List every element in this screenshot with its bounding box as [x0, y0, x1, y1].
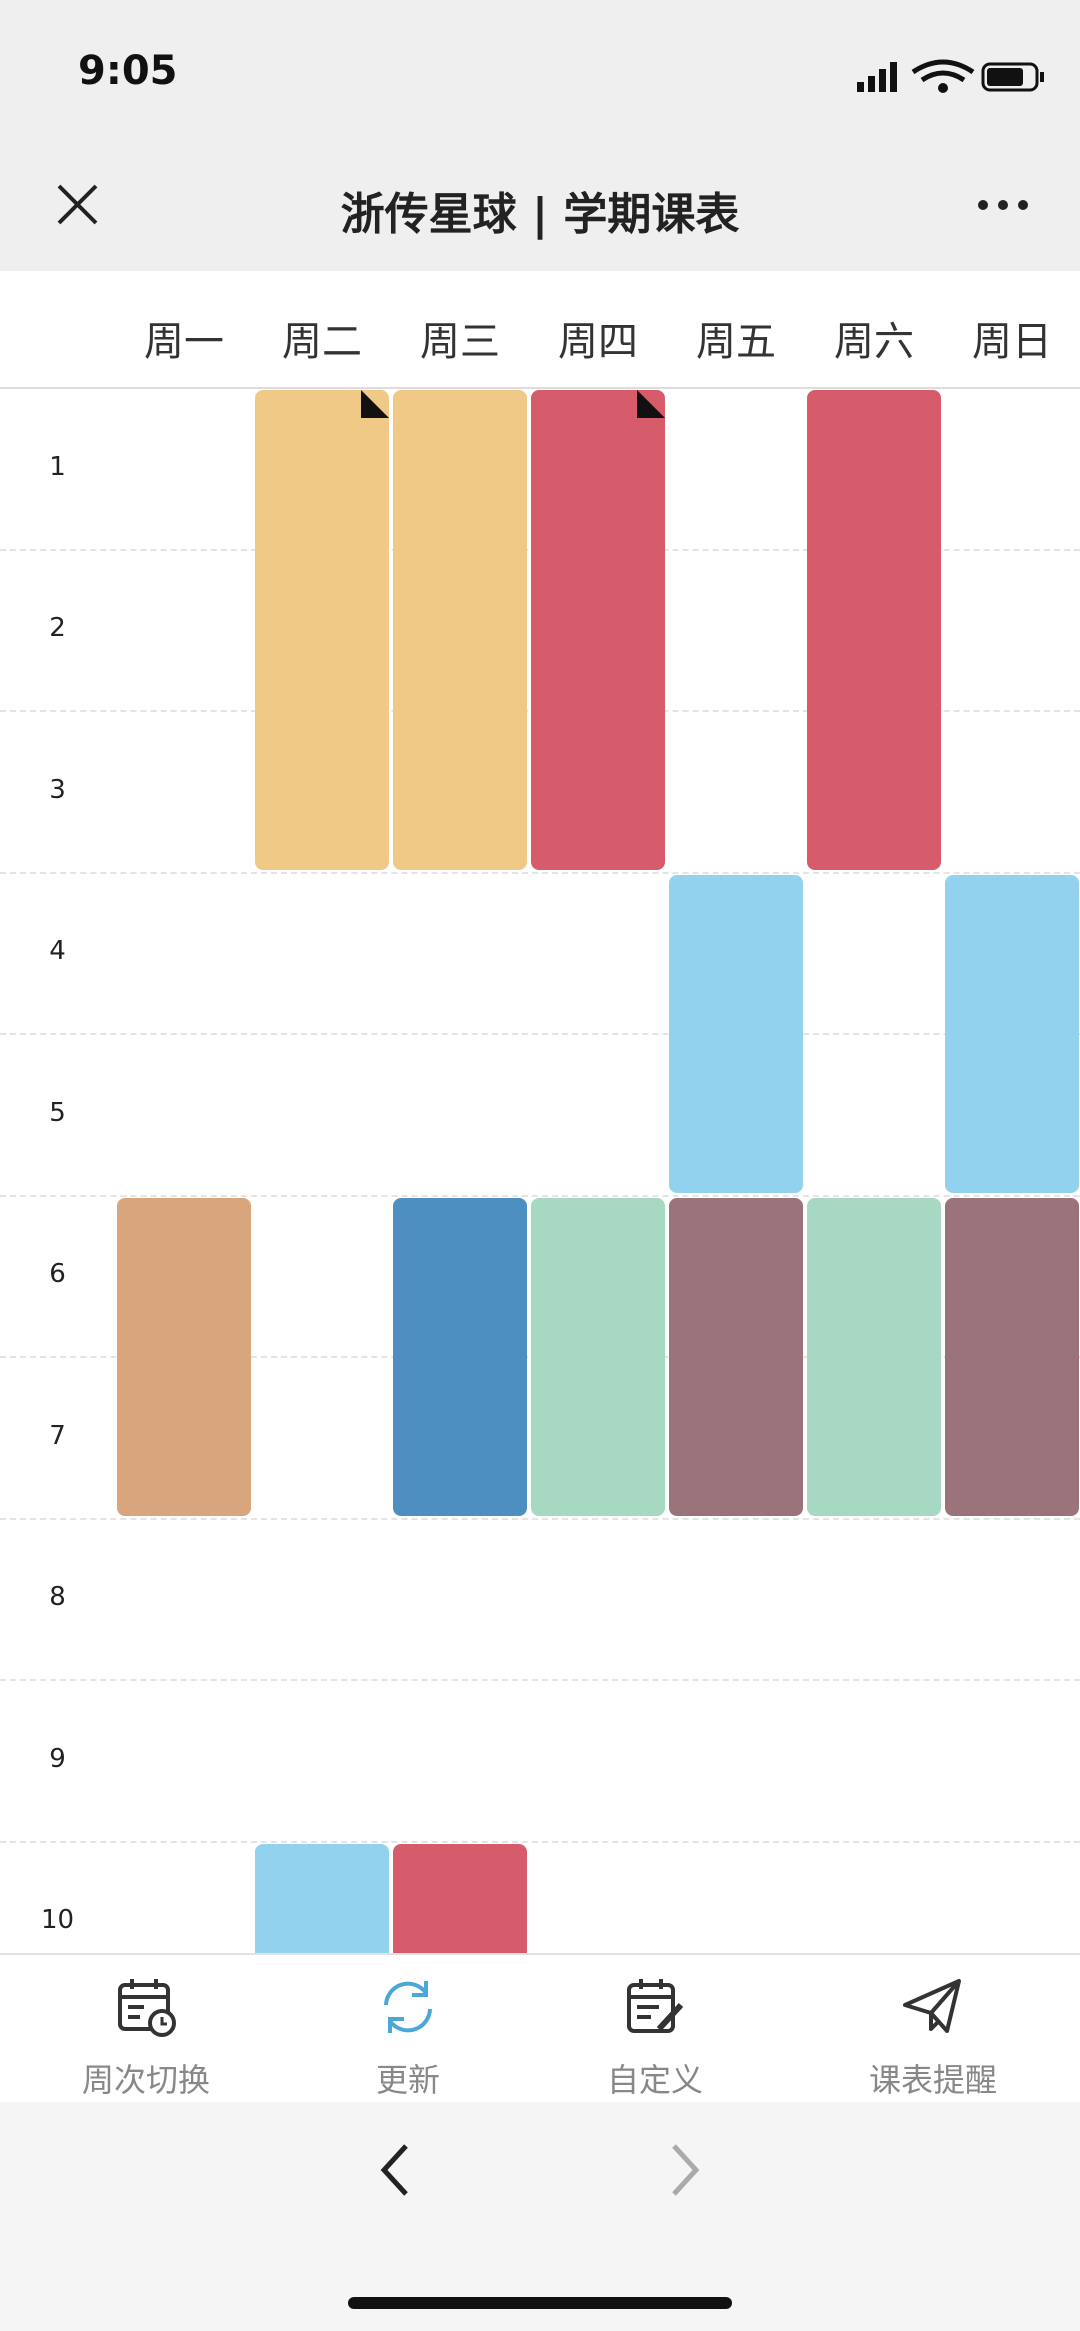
toolbar-icon[interactable]	[376, 1975, 440, 2039]
day-label: 周二	[282, 319, 362, 365]
period-label: 2	[49, 613, 66, 644]
header-line	[0, 387, 1080, 389]
row-line	[0, 871, 1080, 874]
day-label: 周日	[972, 319, 1052, 365]
period-label: 10	[40, 1905, 75, 1936]
period-label: 4	[49, 936, 66, 967]
course-block[interactable]	[255, 390, 389, 870]
period-label: 3	[49, 774, 66, 805]
course-block[interactable]	[255, 1843, 389, 1953]
more-button[interactable]	[975, 195, 1035, 215]
row-line	[0, 1194, 1080, 1197]
course-block[interactable]	[117, 1197, 251, 1516]
period-label: 1	[49, 451, 66, 482]
status-icons	[857, 59, 1044, 93]
toolbar-icon[interactable]	[114, 1975, 178, 2039]
status-time: 9:05	[78, 48, 178, 94]
course-flag	[637, 390, 665, 418]
page-title: 浙传星球 | 学期课表	[340, 189, 740, 240]
course-block[interactable]	[945, 874, 1079, 1193]
period-label: 8	[49, 1582, 66, 1613]
period-label: 5	[49, 1097, 66, 1128]
course-block[interactable]	[807, 1197, 941, 1516]
row-line	[0, 1679, 1080, 1681]
toolbar-label[interactable]: 更新	[375, 2061, 440, 2099]
period-label: 9	[49, 1743, 66, 1774]
course-block[interactable]	[531, 390, 665, 870]
day-label: 周五	[696, 319, 776, 365]
course-flag	[361, 390, 389, 418]
course-block[interactable]	[393, 1197, 527, 1516]
day-label: 周六	[834, 319, 914, 365]
course-block[interactable]	[393, 390, 527, 870]
day-label: 周一	[144, 319, 224, 365]
toolbar-icon[interactable]	[901, 1975, 965, 2039]
day-label: 周四	[558, 319, 638, 365]
course-block[interactable]	[393, 1843, 527, 1953]
toolbar-label[interactable]: 课表提醒	[868, 2061, 997, 2099]
course-block[interactable]	[945, 1197, 1079, 1516]
row-line	[0, 1840, 1080, 1843]
row-line	[0, 1033, 1080, 1035]
period-label: 7	[49, 1420, 66, 1451]
top-bar: 9:05 浙传星球 | 学期课表	[0, 0, 1080, 271]
row-line	[0, 1517, 1080, 1520]
toolbar-icon[interactable]	[623, 1975, 687, 2039]
period-label: 6	[49, 1259, 66, 1290]
close-button[interactable]	[55, 182, 100, 227]
course-block[interactable]	[669, 1197, 803, 1516]
course-block[interactable]	[807, 390, 941, 870]
course-block[interactable]	[669, 874, 803, 1193]
next-week[interactable]	[668, 2142, 704, 2198]
toolbar-label[interactable]: 自定义	[606, 2061, 703, 2099]
prev-week[interactable]	[376, 2142, 412, 2198]
toolbar-label[interactable]: 周次切换	[81, 2061, 210, 2099]
toolbar: 周次切换 更新 自定义 课表提醒	[0, 1953, 1080, 2102]
timetable: 周一 周二 周三 周四 周五 周六 周日 1 2 3 4 5 6 7 8 9 10	[0, 271, 1080, 1953]
home-indicator	[348, 2297, 732, 2309]
course-block[interactable]	[531, 1197, 665, 1516]
day-label: 周三	[420, 319, 500, 365]
